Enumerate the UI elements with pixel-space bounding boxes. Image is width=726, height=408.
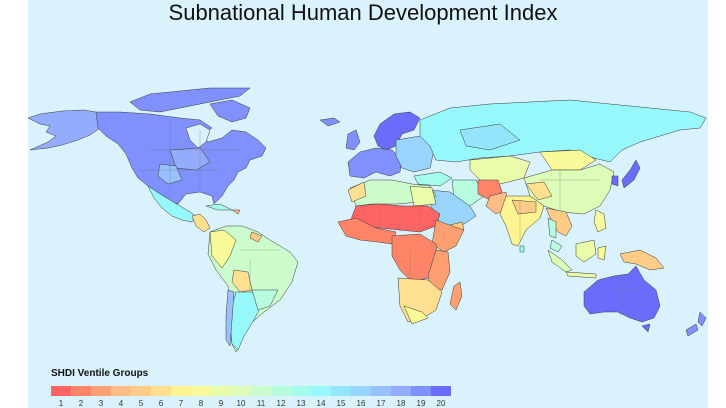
region-russia-patch (459, 123, 521, 151)
region-central-asia (469, 155, 531, 185)
region-new-zealand (685, 311, 707, 337)
legend-swatch-3 (91, 386, 111, 396)
region-png (619, 249, 665, 271)
region-iceland (319, 117, 341, 127)
legend-color-bar (51, 386, 451, 396)
region-central-africa (391, 233, 439, 283)
legend-label-14: 14 (316, 399, 326, 408)
region-andes-north (209, 229, 237, 269)
legend-label-8: 8 (198, 399, 204, 408)
region-west-china (525, 181, 553, 201)
legend-label-6: 6 (158, 399, 164, 408)
legend-swatch-5 (131, 386, 151, 396)
region-chile (225, 289, 235, 347)
region-madagascar (449, 281, 463, 311)
region-baffin (209, 99, 251, 123)
legend-swatch-12 (271, 386, 291, 396)
legend-label-9: 9 (218, 399, 224, 408)
legend-swatch-11 (251, 386, 271, 396)
region-east-africa (427, 249, 451, 291)
region-mongolia (539, 149, 597, 171)
region-sumatra (547, 249, 573, 273)
region-uk (345, 129, 361, 151)
internal-boundaries (140, 120, 640, 316)
legend-label-19: 19 (416, 399, 426, 408)
region-japan (621, 159, 641, 189)
legend-swatch-16 (351, 386, 371, 396)
region-canada-islands (129, 87, 251, 113)
region-malaysia (549, 239, 563, 253)
legend-swatch-10 (231, 386, 251, 396)
region-brazil-south (251, 289, 279, 311)
region-haiti (231, 209, 241, 215)
legend-swatch-4 (111, 386, 131, 396)
legend-label-4: 4 (118, 399, 124, 408)
legend-label-1: 1 (58, 399, 64, 408)
region-java (565, 271, 597, 279)
legend-label-20: 20 (436, 399, 446, 408)
region-australia (583, 265, 661, 323)
region-sulawesi (597, 245, 607, 261)
legend-swatch-6 (151, 386, 171, 396)
legend-label-15: 15 (336, 399, 346, 408)
region-tasmania (641, 323, 651, 333)
legend-label-10: 10 (236, 399, 246, 408)
legend-swatch-1 (51, 386, 71, 396)
legend-label-7: 7 (178, 399, 184, 408)
legend-swatch-15 (331, 386, 351, 396)
region-north-india (511, 199, 537, 215)
map-title: Subnational Human Development Index (168, 0, 558, 25)
legend-swatch-8 (191, 386, 211, 396)
legend-label-5: 5 (138, 399, 144, 408)
legend-swatch-13 (291, 386, 311, 396)
region-egypt (409, 185, 437, 207)
region-central-america (191, 213, 211, 233)
legend-label-16: 16 (356, 399, 366, 408)
legend-swatch-17 (371, 386, 391, 396)
legend-labels: 1 2 3 4 5 6 7 8 9 10 11 12 13 14 15 16 17 18 19 20 (51, 399, 451, 408)
legend-title: SHDI Ventile Groups (51, 368, 149, 379)
legend-label-17: 17 (376, 399, 386, 408)
region-cuba (205, 203, 233, 211)
legend-label-2: 2 (78, 399, 84, 408)
legend-label-11: 11 (256, 399, 266, 408)
region-sri-lanka (519, 245, 525, 253)
legend-label-18: 18 (396, 399, 406, 408)
region-south-africa (403, 305, 429, 325)
region-turkey (413, 171, 453, 187)
legend-swatch-9 (211, 386, 231, 396)
legend-swatch-2 (71, 386, 91, 396)
legend-label-12: 12 (276, 399, 286, 408)
legend-swatch-18 (391, 386, 411, 396)
region-philippines (593, 209, 607, 233)
hudson-bay (185, 123, 211, 149)
region-western-europe (347, 147, 403, 179)
legend-swatch-7 (171, 386, 191, 396)
region-borneo (575, 239, 597, 263)
legend-swatch-19 (411, 386, 431, 396)
region-morocco (347, 181, 367, 203)
region-guianas (249, 231, 263, 243)
legend-label-13: 13 (296, 399, 306, 408)
legend-swatch-14 (311, 386, 331, 396)
legend-swatch-20 (431, 386, 451, 396)
legend-label-3: 3 (98, 399, 104, 408)
region-korea (611, 175, 619, 187)
region-alaska (27, 109, 101, 151)
region-bolivia (231, 269, 253, 293)
region-thailand (547, 217, 557, 239)
